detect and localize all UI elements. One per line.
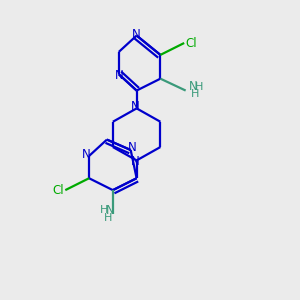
Text: N: N <box>114 69 123 82</box>
Text: N: N <box>82 148 91 161</box>
Text: N: N <box>128 140 136 154</box>
Text: H: H <box>100 205 108 215</box>
Text: N: N <box>132 28 141 40</box>
Text: N: N <box>106 203 114 217</box>
Text: N: N <box>131 155 140 168</box>
Text: H: H <box>104 213 112 223</box>
Text: H: H <box>191 89 200 99</box>
Text: N: N <box>189 80 197 93</box>
Text: H: H <box>195 82 203 92</box>
Text: Cl: Cl <box>186 37 197 50</box>
Text: Cl: Cl <box>52 184 64 196</box>
Text: N: N <box>131 100 140 113</box>
